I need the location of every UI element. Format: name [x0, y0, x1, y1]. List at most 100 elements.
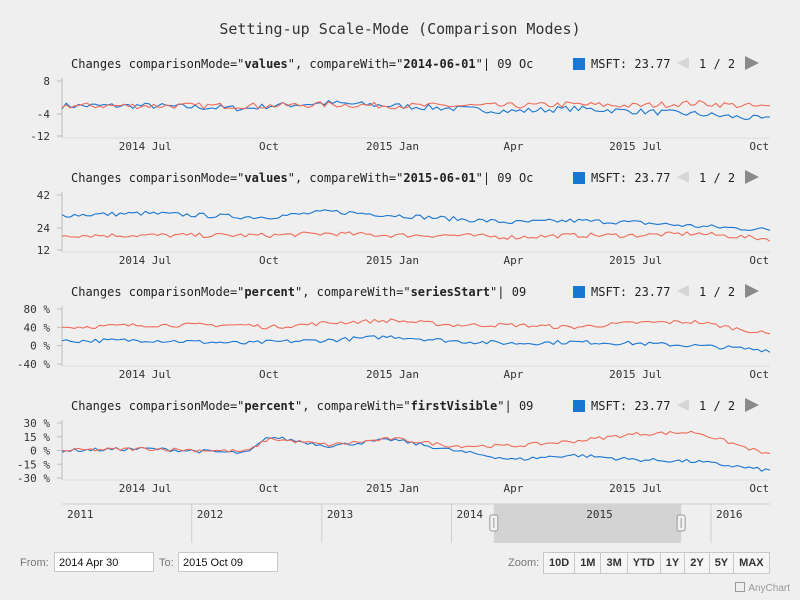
legend-paging: 1 / 2: [699, 57, 735, 71]
x-tick-label: Oct: [259, 254, 279, 267]
from-date-input[interactable]: 2014 Apr 30: [54, 552, 154, 572]
y-tick-label: 8: [43, 75, 50, 88]
panel-3: Changes comparisonMode="percent", compar…: [17, 284, 771, 381]
x-tick-label: Oct: [749, 140, 769, 153]
y-tick-label: 30 %: [24, 417, 51, 430]
zoom-label: Zoom:: [508, 557, 540, 569]
x-tick-label: 2015 Jul: [609, 368, 662, 381]
x-tick-label: Oct: [259, 140, 279, 153]
legend-next-page-icon: [745, 170, 759, 184]
msft-legend-item: MSFT: 23.77: [591, 171, 670, 185]
scroller-year-label: 2012: [197, 508, 224, 521]
credits-text: AnyChart: [748, 583, 790, 594]
legend-paging: 1 / 2: [699, 399, 735, 413]
msft-legend-item: MSFT: 23.77: [591, 285, 670, 299]
chart-title: Setting-up Scale-Mode (Comparison Modes): [219, 20, 581, 38]
panel-1: Changes comparisonMode="values", compare…: [30, 56, 771, 153]
y-tick-label: 12: [37, 244, 50, 257]
x-tick-label: 2015 Jan: [366, 140, 419, 153]
x-tick-label: 2014 Jul: [119, 140, 172, 153]
comparison-series-line: [61, 430, 771, 454]
legend-prev-page-icon: [677, 285, 689, 297]
x-tick-label: Oct: [749, 254, 769, 267]
y-tick-label: 42: [37, 189, 50, 202]
comparison-series-line: [61, 231, 771, 242]
y-tick-label: 24: [37, 222, 51, 235]
legend-prev-page-icon: [677, 171, 689, 183]
x-tick-label: 2015 Jul: [609, 482, 662, 495]
x-tick-label: 2015 Jan: [366, 482, 419, 495]
msft-legend-marker-icon: [573, 58, 585, 70]
msft-legend-item: MSFT: 23.77: [591, 57, 670, 71]
x-tick-label: Apr: [503, 254, 523, 267]
legend-paging: 1 / 2: [699, 171, 735, 185]
x-tick-label: Apr: [503, 140, 523, 153]
to-label: To:: [159, 557, 174, 569]
zoom-max-button[interactable]: MAX: [733, 552, 770, 574]
x-tick-label: 2015 Jul: [609, 254, 662, 267]
zoom-ytd-button[interactable]: YTD: [626, 552, 661, 574]
zoom-1y-button[interactable]: 1Y: [659, 552, 686, 574]
x-tick-label: 2015 Jan: [366, 368, 419, 381]
x-tick-label: Apr: [503, 482, 523, 495]
panel-2-legend-title: Changes comparisonMode="values", compare…: [71, 171, 533, 185]
y-tick-label: -15 %: [17, 458, 50, 471]
msft-series-line: [61, 209, 771, 232]
legend-prev-page-icon: [677, 399, 689, 411]
x-tick-label: 2014 Jul: [119, 368, 172, 381]
y-tick-label: -30 %: [17, 472, 50, 485]
panel-1-legend-title: Changes comparisonMode="values", compare…: [71, 57, 533, 71]
legend-paging: 1 / 2: [699, 285, 735, 299]
scroller-year-label: 2011: [67, 508, 94, 521]
scroller-selected-range: [493, 504, 682, 543]
range-selector: From: 2014 Apr 30 To: 2015 Oct 09 Zoom: …: [0, 552, 800, 574]
legend-next-page-icon: [745, 284, 759, 298]
msft-legend-marker-icon: [573, 172, 585, 184]
to-date-input[interactable]: 2015 Oct 09: [178, 552, 278, 572]
zoom-1m-button[interactable]: 1M: [574, 552, 602, 574]
legend-next-page-icon: [745, 398, 759, 412]
msft-legend-marker-icon: [573, 286, 585, 298]
y-tick-label: 0 %: [30, 340, 50, 353]
msft-series-line: [61, 99, 771, 121]
legend-next-page-icon: [745, 56, 759, 70]
x-tick-label: 2015 Jan: [366, 254, 419, 267]
scroller-year-label: 2014: [457, 508, 484, 521]
msft-series-line: [61, 335, 771, 353]
scroller-year-label: 2015: [586, 508, 613, 521]
scroller-year-label: 2016: [716, 508, 743, 521]
panel-4-legend-title: Changes comparisonMode="percent", compar…: [71, 399, 533, 413]
x-tick-label: Oct: [259, 482, 279, 495]
zoom-5y-button[interactable]: 5Y: [708, 552, 735, 574]
msft-series-line: [61, 436, 771, 472]
panel-3-legend-title: Changes comparisonMode="percent", compar…: [71, 285, 526, 299]
from-label: From:: [20, 557, 49, 569]
x-tick-label: 2014 Jul: [119, 482, 172, 495]
scroller-year-label: 2013: [327, 508, 354, 521]
msft-legend-item: MSFT: 23.77: [591, 399, 670, 413]
anychart-logo-icon: [735, 582, 746, 592]
x-tick-label: Apr: [503, 368, 523, 381]
y-tick-label: 15 %: [24, 431, 51, 444]
panel-4: Changes comparisonMode="percent", compar…: [17, 398, 771, 495]
x-tick-label: Oct: [259, 368, 279, 381]
y-tick-label: -40 %: [17, 358, 50, 371]
y-tick-label: 80 %: [24, 303, 51, 316]
zoom-buttons: 10D 1M 3M YTD 1Y 2Y 5Y MAX: [543, 552, 770, 574]
credits[interactable]: AnyChart: [735, 582, 790, 594]
msft-legend-marker-icon: [573, 400, 585, 412]
zoom-2y-button[interactable]: 2Y: [684, 552, 710, 574]
y-tick-label: -4: [37, 108, 51, 121]
x-tick-label: 2014 Jul: [119, 254, 172, 267]
x-tick-label: Oct: [749, 368, 769, 381]
y-tick-label: 0 %: [30, 445, 50, 458]
x-tick-label: 2015 Jul: [609, 140, 662, 153]
y-tick-label: 40 %: [24, 321, 51, 334]
zoom-10d-button[interactable]: 10D: [543, 552, 576, 574]
zoom-3m-button[interactable]: 3M: [600, 552, 628, 574]
x-tick-label: Oct: [749, 482, 769, 495]
legend-prev-page-icon: [677, 57, 689, 69]
panel-2: Changes comparisonMode="values", compare…: [37, 170, 771, 267]
y-tick-label: -12: [30, 130, 50, 143]
